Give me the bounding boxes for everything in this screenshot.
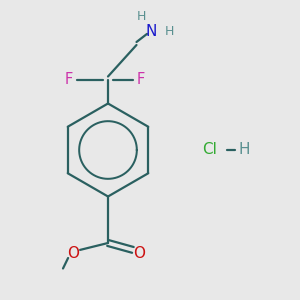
Text: F: F bbox=[137, 72, 145, 87]
Text: N: N bbox=[146, 24, 157, 39]
Text: H: H bbox=[239, 142, 250, 158]
Text: O: O bbox=[134, 246, 146, 261]
Text: H: H bbox=[165, 25, 174, 38]
Text: H: H bbox=[136, 10, 146, 23]
Text: Cl: Cl bbox=[202, 142, 217, 158]
Text: F: F bbox=[65, 72, 73, 87]
Text: O: O bbox=[68, 246, 80, 261]
